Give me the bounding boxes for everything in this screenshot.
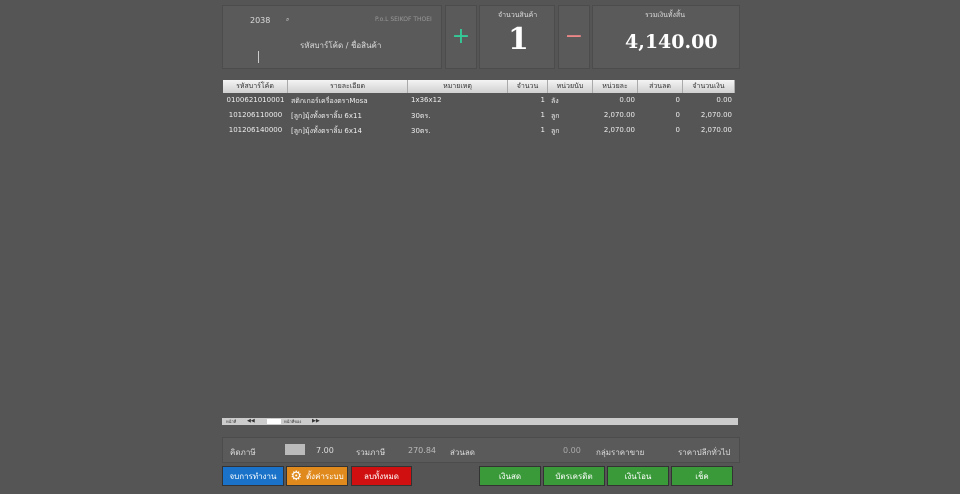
column-header: ส่วนลด: [638, 80, 683, 93]
discount-label: ส่วนลด: [450, 448, 475, 457]
qty: 1: [508, 22, 529, 57]
column-header: รหัสบาร์โค้ด: [223, 80, 288, 93]
qty-panel: [479, 5, 555, 69]
table-cell: ลูก: [551, 112, 560, 120]
finish-button[interactable]: จบการทำงาน: [222, 466, 284, 486]
page-label: หน้าที่: [226, 419, 237, 424]
settings-text: ตั้งค่าระบบ: [305, 471, 344, 481]
table-cell: 2,070.00: [603, 111, 635, 119]
cash-button[interactable]: เงินสด: [479, 466, 541, 486]
table-cell: [ลูก]มุ้งทั้งตราลิ้ม 6x14: [291, 127, 362, 135]
table-cell: 0: [675, 96, 680, 104]
price-group-label: กลุ่มราคาขาย: [596, 448, 645, 457]
table-cell: 2,070.00: [700, 111, 732, 119]
discount: 0.00: [563, 446, 581, 455]
table-cell: 30ตร.: [411, 127, 431, 135]
column-header: รายละเอียด: [288, 80, 408, 93]
column-header: จำนวน: [508, 80, 548, 93]
column-header: หมายเหตุ: [408, 80, 508, 93]
cheque-button[interactable]: เช็ค: [671, 466, 733, 486]
credit-button[interactable]: บัตรเครดิต: [543, 466, 605, 486]
vat-rate: 7.00: [316, 446, 334, 455]
table-cell: 30ตร.: [411, 112, 431, 120]
plus-button[interactable]: +: [445, 5, 477, 69]
machine: P.o.L SEIKOF THOEI: [375, 16, 432, 23]
first-button[interactable]: ◀◀: [247, 418, 255, 424]
table-cell: 0.00: [716, 96, 732, 104]
table-cell: 0: [675, 126, 680, 134]
column-header: จำนวนเงิน: [683, 80, 735, 93]
table-cell: 1: [540, 96, 545, 104]
page-of: หน้าที่ของ: [284, 419, 302, 424]
total-panel: [592, 5, 740, 69]
column-header: หน่วยนับ: [548, 80, 593, 93]
clear-button[interactable]: ลบทั้งหมด: [351, 466, 412, 486]
vat-total: 270.84: [408, 446, 436, 455]
search-icon: ⌕: [286, 16, 290, 23]
page-input[interactable]: [267, 419, 281, 424]
table-cell: ลูก: [551, 127, 560, 135]
table-cell: 2,070.00: [700, 126, 732, 134]
vat-total-label: รวมภาษี: [356, 448, 386, 457]
qty-label: จำนวนสินค้า: [498, 11, 538, 19]
table-cell: สติกเกอร์เครื่องตราMosa: [291, 97, 368, 105]
column-header: หน่วยละ: [593, 80, 638, 93]
vat-label: คิดภาษี: [230, 448, 256, 457]
last-button[interactable]: ▶▶: [312, 418, 320, 424]
pager: หน้าที่ ◀◀ หน้าที่ของ ▶▶: [222, 418, 738, 425]
branch: 2038: [250, 16, 271, 25]
minus-button[interactable]: −: [558, 5, 590, 69]
table-cell: 101206110000: [228, 111, 283, 119]
settings-button[interactable]: ⚙ ตั้งค่าระบบ: [286, 466, 348, 486]
total: 4,140.00: [625, 31, 718, 53]
footer-panel: [222, 437, 740, 463]
table-cell: [ลูก]มุ้งทั้งตราลิ้ม 6x11: [291, 112, 362, 120]
total-label: รวมเงินทั้งสิ้น: [645, 11, 685, 19]
table-cell: 2,070.00: [603, 126, 635, 134]
table-cell: ลัง: [551, 97, 559, 105]
vat-toggle[interactable]: [285, 444, 305, 455]
table-cell: 0: [675, 111, 680, 119]
table-cell: 101206140000: [228, 126, 283, 134]
table-cell: 1: [540, 111, 545, 119]
table-cell: 1x36x12: [411, 96, 442, 104]
search-label: รหัสบาร์โค้ด / ชื่อสินค้า: [300, 41, 382, 50]
table-cell: 0100621010001: [226, 96, 285, 104]
search-input[interactable]: [258, 51, 429, 63]
table-cell: 0.00: [619, 96, 635, 104]
price-group[interactable]: ราคาปลีกทั่วไป: [678, 448, 731, 457]
table-cell: 1: [540, 126, 545, 134]
gear-icon: ⚙: [290, 468, 302, 484]
transfer-button[interactable]: เงินโอน: [607, 466, 669, 486]
